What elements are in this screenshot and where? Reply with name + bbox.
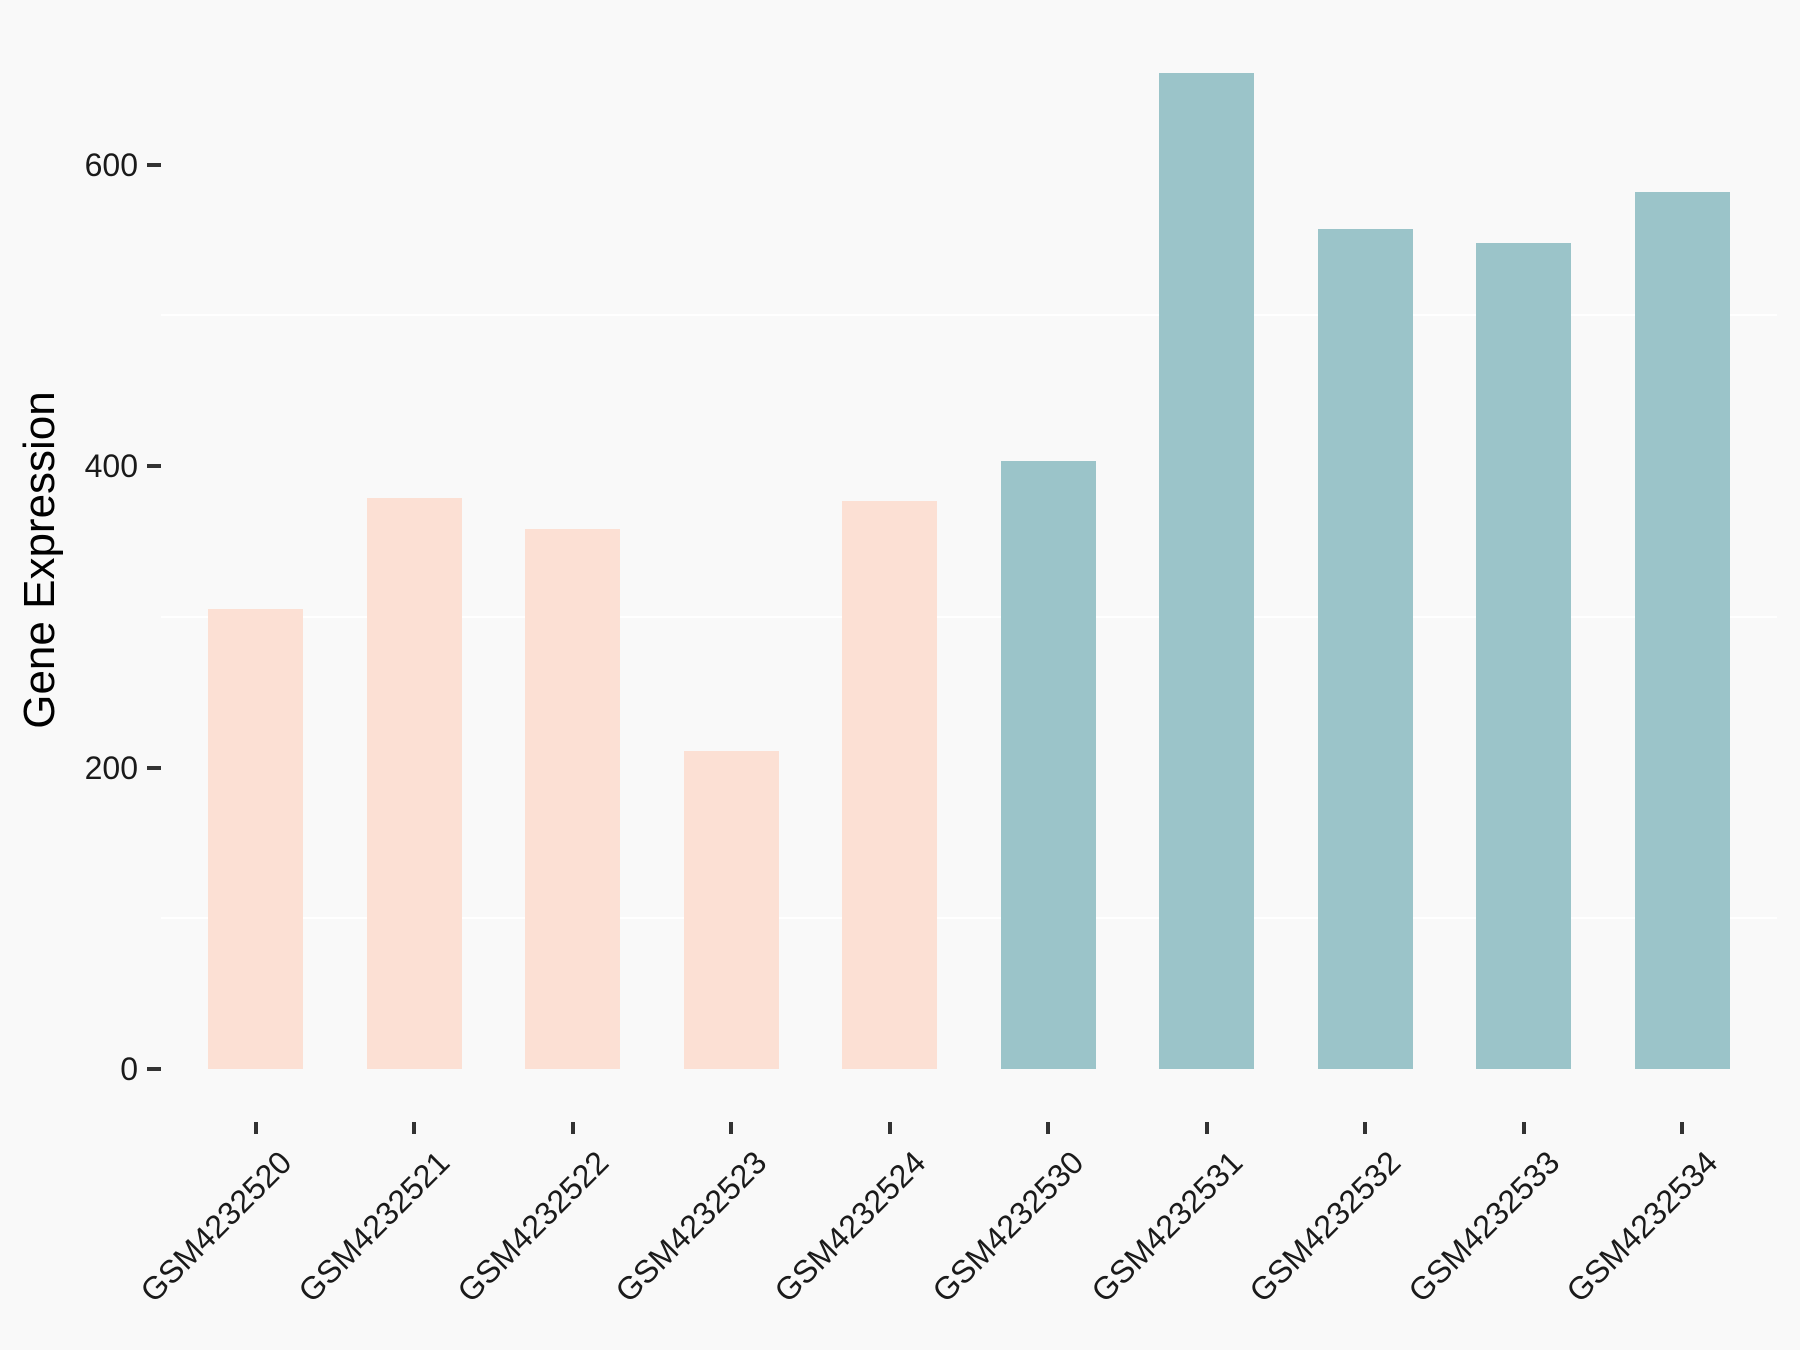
x-tick-mark	[1046, 1122, 1050, 1134]
bar-GSM4232520	[208, 609, 303, 1069]
minor-gridline	[161, 615, 1777, 618]
x-tick-mark	[1363, 1122, 1367, 1134]
y-tick-mark	[147, 765, 161, 770]
x-tick-mark	[1680, 1122, 1684, 1134]
bar-GSM4232524	[842, 500, 937, 1069]
minor-gridline	[161, 314, 1777, 317]
y-tick-mark	[147, 1067, 161, 1071]
y-tick-label: 600	[84, 146, 138, 183]
x-tick-label: GSM4232520	[132, 1144, 298, 1310]
bar-GSM4232532	[1317, 229, 1413, 1069]
x-tick-mark	[1204, 1122, 1209, 1134]
x-tick-mark	[1521, 1122, 1526, 1134]
y-tick-mark	[147, 464, 161, 468]
x-tick-mark	[570, 1122, 575, 1134]
bar-GSM4232521	[366, 497, 462, 1069]
y-tick-mark	[147, 162, 161, 167]
bar-GSM4232522	[525, 529, 620, 1069]
x-tick-mark	[887, 1122, 892, 1134]
minor-gridline	[161, 917, 1777, 920]
bar-GSM4232530	[1000, 461, 1096, 1069]
bar-GSM4232534	[1634, 191, 1730, 1069]
x-tick-mark	[729, 1122, 733, 1134]
y-tick-label: 400	[84, 448, 138, 484]
x-tick-mark	[412, 1122, 416, 1134]
y-tick-label: 200	[84, 749, 138, 786]
bar-GSM4232533	[1476, 242, 1571, 1069]
x-tick-mark	[253, 1122, 258, 1134]
y-tick-label: 0	[120, 1051, 138, 1087]
y-axis-title: Gene Expression	[15, 391, 64, 729]
bar-GSM4232531	[1159, 72, 1254, 1069]
bar-GSM4232523	[683, 750, 779, 1069]
